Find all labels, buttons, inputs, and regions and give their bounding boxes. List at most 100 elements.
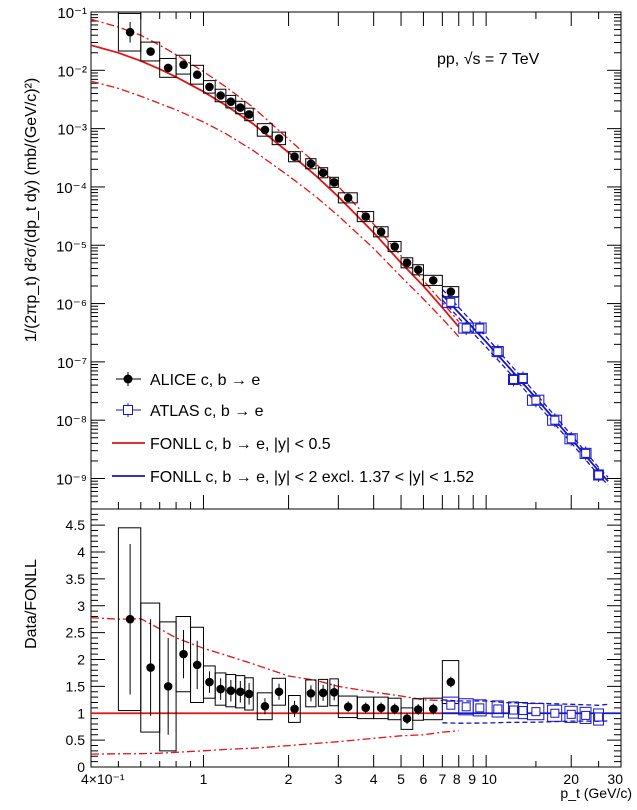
ratio-alice-sys-box	[288, 695, 301, 723]
alice-sys-box	[175, 54, 192, 75]
alice-point	[236, 103, 245, 112]
ratio-alice-point	[290, 704, 299, 714]
ratio-blue-lower-curve	[442, 720, 609, 724]
alice-point	[390, 242, 400, 251]
alice-point	[402, 258, 412, 268]
bottom-y-tick-label: 3.5	[66, 571, 86, 587]
top-y-tick-label: 10⁻⁴	[56, 180, 87, 197]
bottom-x-tick-label: 30	[607, 771, 623, 787]
ratio-atlas-point	[531, 707, 541, 717]
top-y-axis-label: 1/(2πp_t) d²σ/(dp_t dy) (mb/(GeV/c)²)	[23, 78, 40, 343]
alice-sys-box	[117, 12, 142, 52]
legend-fonll-blue-label: FONLL c, b → e, |y| < 2 excl. 1.37 < |y|…	[150, 469, 474, 486]
alice-point	[428, 276, 438, 285]
bottom-x-tick-label: 7	[438, 771, 446, 787]
ratio-red-lower-curve	[91, 730, 459, 755]
atlas-point	[518, 373, 528, 383]
top-y-tick-label: 10⁻⁵	[56, 238, 87, 255]
legend-fonll-red-label: FONLL c, b → e, |y| < 0.5	[150, 436, 331, 453]
ratio-alice-point	[318, 688, 328, 698]
ratio-alice-point	[179, 649, 188, 659]
ratio-alice-point	[244, 689, 254, 699]
alice-point	[260, 125, 270, 135]
ratio-atlas-point	[509, 705, 519, 715]
atlas-point	[493, 347, 503, 357]
ratio-atlas-point	[594, 712, 604, 722]
ratio-alice-point	[216, 684, 225, 694]
ratio-alice-point	[306, 689, 316, 698]
ratio-alice-point	[146, 663, 155, 672]
ratio-atlas-point	[550, 708, 560, 718]
ratio-alice-point	[125, 614, 135, 624]
ratio-atlas-point	[461, 702, 471, 712]
bottom-x-tick-label: 6	[420, 771, 428, 787]
ratio-alice-sys-box	[317, 678, 329, 707]
top-y-tick-label: 10⁻³	[57, 122, 87, 139]
ratio-atlas-sys-box	[547, 704, 563, 722]
ratio-atlas-point	[446, 700, 456, 710]
bottom-x-tick-label: 5	[397, 771, 405, 787]
energy-annotation: pp, √s = 7 TeV	[437, 51, 540, 68]
ratio-red-upper-curve	[91, 617, 459, 702]
atlas-point	[461, 323, 471, 333]
alice-sys-box	[256, 123, 273, 137]
alice-sys-box	[317, 167, 329, 179]
alice-point	[361, 212, 371, 221]
alice-sys-box	[356, 211, 375, 223]
alice-sys-box	[140, 41, 161, 62]
alice-point	[163, 63, 173, 73]
ratio-alice-point	[236, 687, 245, 697]
bottom-x-axis-label: p_t (GeV/c)	[560, 785, 632, 801]
top-x-ticks	[117, 12, 622, 509]
bottom-x-tick-label: 9	[468, 771, 476, 787]
atlas-point	[531, 395, 541, 405]
alice-point	[125, 27, 135, 37]
ratio-atlas-sys-box	[526, 703, 545, 721]
ratio-alice-point	[390, 704, 400, 714]
ratio-alice-sys-box	[190, 626, 204, 703]
bottom-plot-frame	[90, 508, 622, 768]
bottom-x-tick-label: 1	[200, 771, 208, 787]
bottom-y-ticks: 0 0.5 1 1.5 2 2.5 3 3.5 4 4.5	[66, 508, 621, 775]
bottom-y-tick-label: 0.5	[66, 732, 86, 748]
bottom-y-tick-label: 4	[77, 544, 85, 560]
ratio-alice-point	[163, 682, 173, 691]
alice-point	[146, 47, 155, 56]
top-data-points	[117, 12, 604, 482]
alice-point	[179, 60, 188, 69]
alice-sys-box	[235, 100, 246, 115]
bottom-y-tick-label: 1	[77, 705, 85, 721]
bottom-x-tick-label: 4	[370, 771, 378, 787]
ratio-atlas-point	[475, 703, 485, 713]
atlas-point	[475, 323, 485, 333]
ratio-alice-point	[205, 677, 214, 687]
alice-point	[306, 159, 316, 169]
top-y-tick-label: 10⁻⁸	[56, 413, 87, 430]
atlas-point	[446, 297, 456, 307]
top-plot-frame	[90, 11, 622, 510]
ratio-alice-point	[329, 687, 339, 697]
alice-point	[343, 193, 353, 203]
alice-sys-box	[412, 264, 424, 276]
legend-entry-atlas: ATLAS c, b → e	[116, 403, 264, 420]
fonll-red-upper-curve	[91, 18, 460, 323]
bottom-x-tick-label: 20	[563, 771, 579, 787]
alice-point	[244, 110, 254, 119]
ratio-atlas-sys-box	[491, 700, 504, 718]
legend-alice-label: ALICE c, b → e	[150, 372, 260, 389]
ratio-alice-point	[274, 687, 284, 697]
alice-point	[413, 265, 423, 275]
alice-sys-box	[288, 151, 301, 163]
top-legend: ALICE c, b → e ATLAS c, b → e FONLL c, b…	[112, 372, 474, 486]
legend-entry-fonll-blue: FONLL c, b → e, |y| < 2 excl. 1.37 < |y|…	[112, 469, 474, 486]
alice-sys-box	[400, 257, 414, 269]
ratio-alice-sys-box	[271, 677, 286, 706]
top-panel: 10⁻⁹ 10⁻⁸ 10⁻⁷ 10⁻⁶ 10⁻⁵ 10⁻⁴ 10⁻³ 10⁻² 10⁻¹ pp,…	[23, 5, 622, 510]
alice-point	[376, 227, 386, 237]
atlas-point	[550, 415, 560, 425]
bottom-y-tick-label: 3	[77, 598, 85, 614]
alice-point	[329, 178, 339, 187]
fonll-red-lower-curve	[91, 80, 460, 338]
ratio-alice-point	[192, 660, 202, 670]
alice-point	[226, 97, 236, 106]
